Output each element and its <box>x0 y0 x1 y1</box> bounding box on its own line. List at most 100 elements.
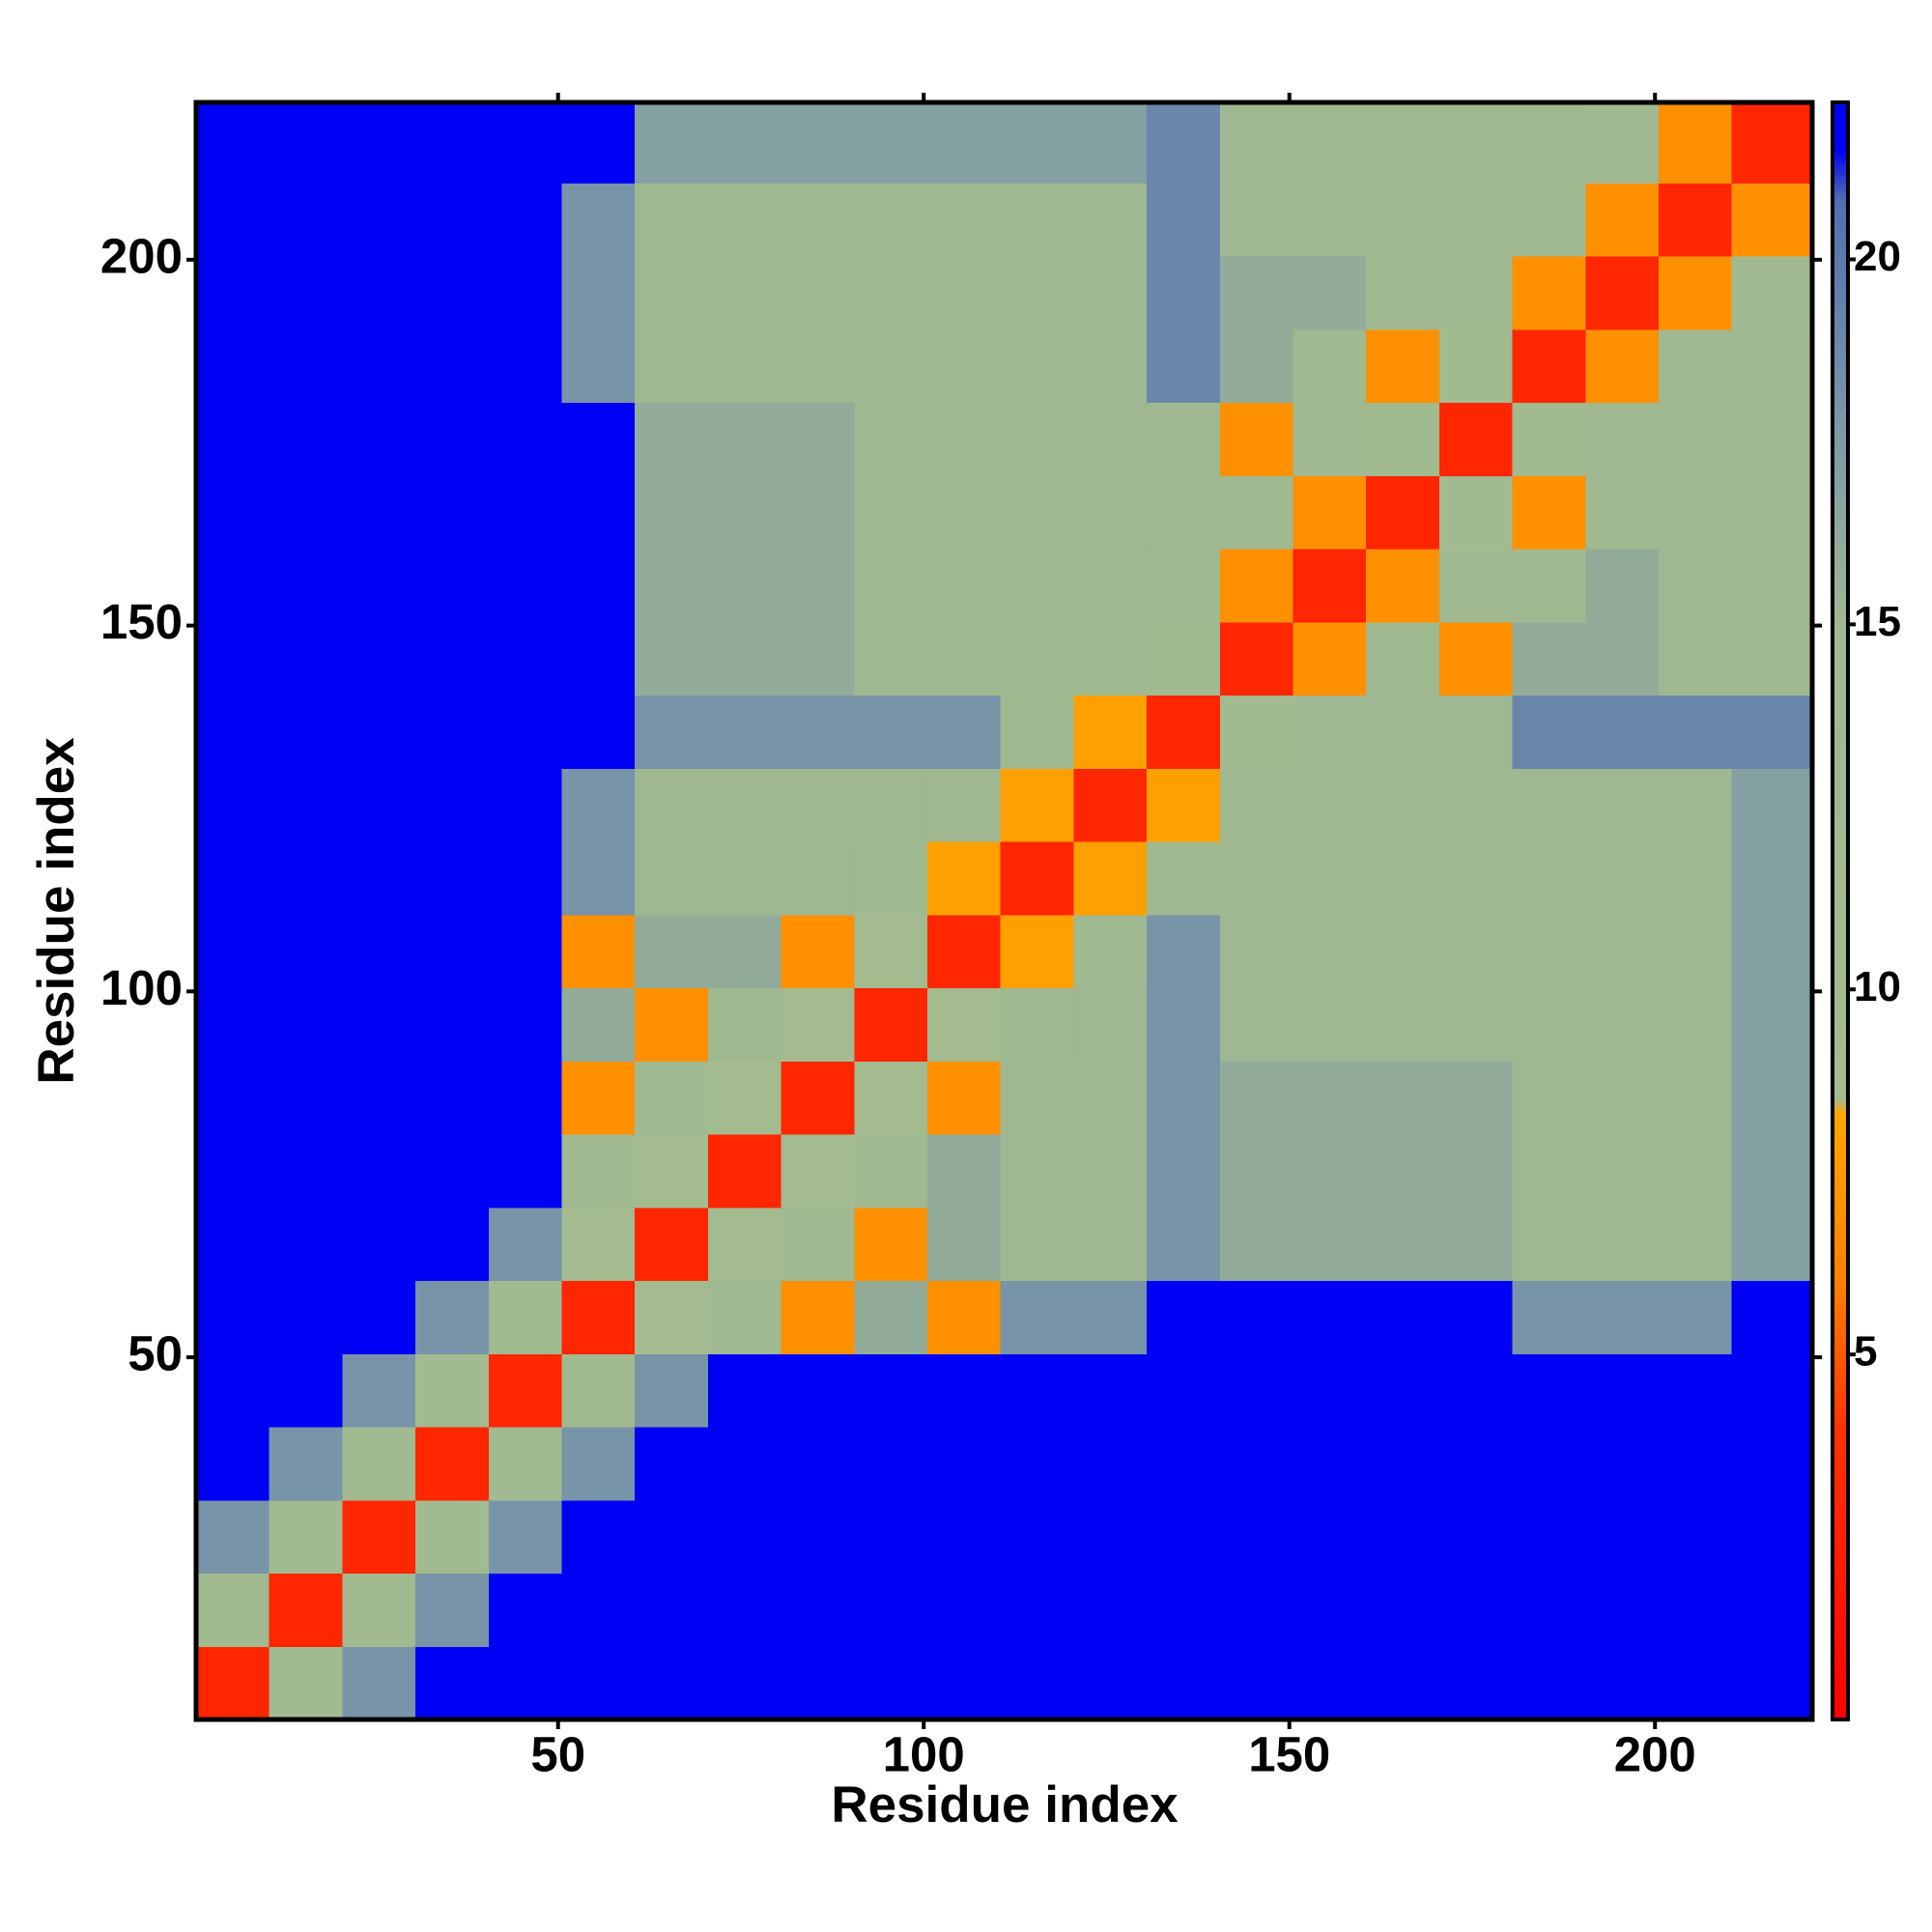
heatmap-cell <box>1512 695 1586 769</box>
heatmap-cell <box>854 475 928 550</box>
heatmap-cell <box>1293 1280 1367 1354</box>
heatmap-cell <box>196 1646 270 1720</box>
heatmap-cell <box>635 402 709 476</box>
heatmap-cell <box>342 695 416 769</box>
heatmap-cell <box>1659 621 1733 696</box>
heatmap-cell <box>196 1134 270 1208</box>
heatmap-cell <box>707 841 782 916</box>
heatmap-cell <box>1585 402 1660 476</box>
heatmap-cell <box>1293 1499 1367 1575</box>
heatmap-cell <box>1073 1207 1148 1282</box>
heatmap-cell <box>854 102 928 184</box>
heatmap-cell <box>1147 1646 1221 1720</box>
heatmap-cell <box>1659 328 1733 404</box>
heatmap-cell <box>415 841 490 916</box>
heatmap-cell <box>1147 402 1221 476</box>
heatmap-cell <box>1000 183 1074 257</box>
heatmap-cell <box>1147 841 1221 916</box>
heatmap-cell <box>854 183 928 257</box>
heatmap-cell <box>1512 183 1586 257</box>
heatmap-cell <box>1731 1061 1813 1135</box>
heatmap-cell <box>1366 183 1440 257</box>
heatmap-cell <box>854 1134 928 1208</box>
heatmap-cell <box>1366 549 1440 623</box>
heatmap-cell <box>1219 328 1294 404</box>
heatmap-cell <box>707 1353 782 1428</box>
heatmap-cell <box>269 475 343 550</box>
heatmap-cell <box>1293 1573 1367 1647</box>
heatmap-cell <box>1659 183 1733 257</box>
heatmap-cell <box>1438 1646 1514 1720</box>
heatmap-cell <box>635 621 709 696</box>
heatmap-cell <box>1219 256 1294 330</box>
heatmap-cell <box>1659 1646 1733 1720</box>
heatmap-cell <box>1293 841 1367 916</box>
heatmap-cell <box>1219 402 1294 476</box>
heatmap-cell <box>1000 1646 1074 1720</box>
heatmap-cell <box>561 328 636 404</box>
heatmap-cell <box>781 1427 855 1501</box>
heatmap-cell <box>1147 768 1221 842</box>
heatmap-cell <box>854 1207 928 1282</box>
heatmap-cell <box>561 621 636 696</box>
heatmap-cell <box>927 102 1002 184</box>
heatmap-cell <box>1147 328 1221 404</box>
heatmap-cell <box>269 1573 343 1647</box>
heatmap-cell <box>1366 402 1440 476</box>
heatmap-cell <box>269 183 343 257</box>
heatmap-cell <box>1147 1134 1221 1208</box>
heatmap-cell <box>561 1353 636 1428</box>
heatmap-cell <box>1147 475 1221 550</box>
heatmap-cell <box>854 1061 928 1135</box>
heatmap-cell <box>1731 768 1813 842</box>
heatmap-cell <box>1438 1207 1514 1282</box>
heatmap-cell <box>707 695 782 769</box>
heatmap-cell <box>1366 695 1440 769</box>
heatmap-cell <box>1659 102 1733 184</box>
heatmap-cell <box>196 1207 270 1282</box>
heatmap-cell <box>781 475 855 550</box>
heatmap-cell <box>1147 987 1221 1062</box>
x-tick-label: 50 <box>530 1726 585 1781</box>
heatmap-cell <box>1073 914 1148 989</box>
heatmap-cell <box>488 1427 563 1501</box>
heatmap-cell <box>635 328 709 404</box>
heatmap-cell <box>1731 328 1813 404</box>
heatmap-cell <box>781 621 855 696</box>
heatmap-cell <box>854 1427 928 1501</box>
heatmap-cell <box>1438 102 1514 184</box>
heatmap-cell <box>927 621 1002 696</box>
y-axis-label: Residue index <box>28 737 85 1085</box>
heatmap-cell <box>1438 1280 1514 1354</box>
heatmap-cell <box>1147 1280 1221 1354</box>
heatmap-cell <box>561 102 636 184</box>
heatmap-cell <box>415 695 490 769</box>
heatmap-cell <box>415 1134 490 1208</box>
heatmap-cell <box>1585 1499 1660 1575</box>
heatmap-cell <box>269 549 343 623</box>
heatmap-cell <box>1219 1573 1294 1647</box>
heatmap-cell <box>927 1353 1002 1428</box>
heatmap-cell <box>781 1499 855 1575</box>
heatmap-cell <box>1512 102 1586 184</box>
heatmap-cell <box>1585 1353 1660 1428</box>
heatmap-cell <box>1659 1353 1733 1428</box>
heatmap-cell <box>1438 549 1514 623</box>
heatmap-cell <box>1147 549 1221 623</box>
heatmap-cell <box>1585 1280 1660 1354</box>
heatmap-cell <box>1073 328 1148 404</box>
heatmap-cell <box>1731 1646 1813 1720</box>
heatmap-cell <box>342 549 416 623</box>
heatmap-cell <box>781 1573 855 1647</box>
heatmap-cell <box>196 841 270 916</box>
heatmap-cell <box>1147 1499 1221 1575</box>
heatmap-cell <box>1512 987 1586 1062</box>
heatmap-cell <box>1512 841 1586 916</box>
heatmap-cell <box>1512 402 1586 476</box>
heatmap-cell <box>927 914 1002 989</box>
heatmap-cell <box>561 1646 636 1720</box>
heatmap-cell <box>854 1573 928 1647</box>
heatmap-cell <box>488 402 563 476</box>
heatmap-cell <box>781 841 855 916</box>
heatmap-cell <box>1366 914 1440 989</box>
